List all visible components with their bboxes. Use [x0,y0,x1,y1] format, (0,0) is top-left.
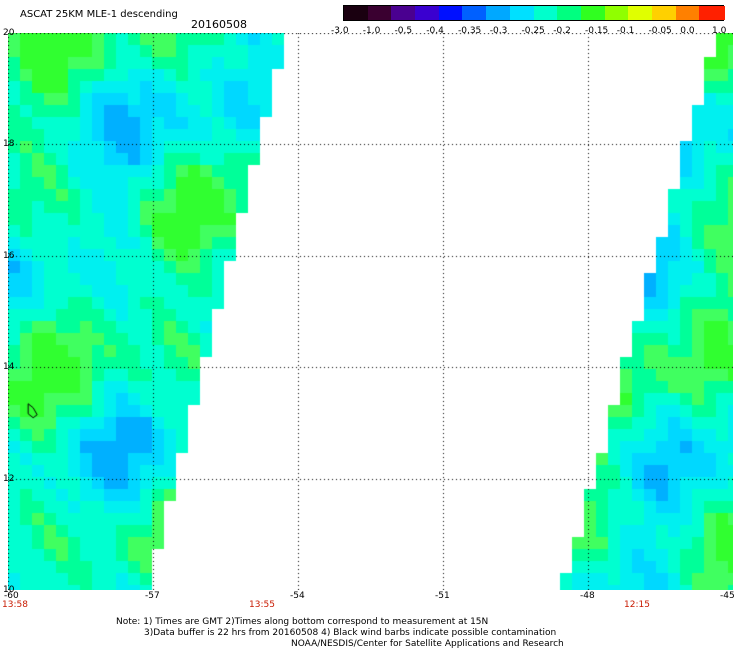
colorbar-swatch [533,6,560,20]
colorbar-swatch [344,6,370,20]
colorbar-swatch [604,6,631,20]
longitude-label: -45 [720,591,735,601]
colorbar-label: -0.35 [458,26,482,36]
colorbar-label: -0.25 [521,26,545,36]
colorbar-label: -0.05 [648,26,672,36]
colorbar-label: -0.15 [585,26,609,36]
longitude-label: -54 [290,591,305,601]
time-label-mid: 13:55 [249,600,275,610]
time-label-west: 13:58 [2,600,28,610]
longitude-label: -60 [4,591,19,601]
time-label-east: 12:15 [624,600,650,610]
latitude-label: 20 [3,28,15,38]
colorbar-label: -0.2 [553,26,571,36]
colorbar-swatch [651,6,678,20]
colorbar-swatch [438,6,465,20]
note-line-3: NOAA/NESDIS/Center for Satellite Applica… [291,639,564,649]
colorbar-label: -0.4 [426,26,444,36]
colorbar [343,5,725,21]
colorbar-swatch [699,6,725,20]
colorbar-label: -3.0 [331,26,349,36]
product-title: ASCAT 25KM MLE-1 descending [20,9,178,20]
colorbar-label: -0.1 [616,26,635,36]
colorbar-label: -0.3 [489,26,508,36]
latitude-label: 10 [3,585,15,595]
longitude-label: -57 [145,591,160,601]
colorbar-swatch [462,6,489,20]
colorbar-swatch [486,6,512,20]
colorbar-swatch [580,6,607,20]
latitude-label: 18 [3,139,15,150]
latitude-label: 12 [3,473,15,484]
product-date: 20160508 [191,18,247,31]
note-line-2: 3)Data buffer is 22 hrs from 20160508 4)… [144,628,557,638]
colorbar-swatch [367,6,394,20]
colorbar-swatch [557,6,583,20]
colorbar-label: 0.0 [680,26,695,36]
wind-map [8,33,733,590]
colorbar-swatch [675,6,702,20]
latitude-label: 16 [3,250,15,261]
note-line-1: Note: 1) Times are GMT 2)Times along bot… [116,617,489,627]
colorbar-label: -1.0 [362,26,381,36]
colorbar-swatch [391,6,417,20]
longitude-label: -48 [580,591,595,601]
latitude-label: 14 [3,362,15,373]
colorbar-swatch [509,6,536,20]
colorbar-swatch [628,6,654,20]
colorbar-label: -0.5 [394,26,413,36]
longitude-label: -51 [435,591,450,601]
colorbar-label: 1.0 [712,26,727,36]
colorbar-swatch [415,6,441,20]
